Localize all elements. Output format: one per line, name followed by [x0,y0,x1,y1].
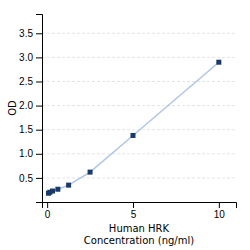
y-tick-mark [36,178,42,179]
x-axis-title: Human HRKConcentration (ng/ml) [84,223,194,246]
x-tick-label: 5 [131,209,137,220]
marker [216,60,221,65]
y-tick-mark [36,106,42,107]
grid-line [42,33,236,34]
y-axis-title: OD [7,100,18,116]
marker [88,170,93,175]
marker [130,133,135,138]
y-tick-label: 0.5 [19,173,33,184]
chart: 0 5 10 0.5 1.0 1.5 2.0 2.5 3.0 3.5 Human HRKConcen… [0,0,250,250]
y-tick-label: 2.0 [19,100,33,111]
y-tick: 1.5 [19,124,42,135]
y-tick-label: 3.5 [19,28,33,39]
x-axis: 0 5 10 [43,202,237,220]
y-tick-mark [36,130,42,131]
x-tick-mark [47,202,48,208]
x-tick-label: 0 [45,209,51,220]
marker [66,183,71,188]
x-tick-mark [133,202,134,208]
x-tick-label: 10 [214,209,226,220]
y-tick: 0.5 [19,173,42,184]
x-tick: 0 [45,202,51,220]
grid-line [42,153,236,154]
y-tick: 3.0 [19,52,42,63]
y-axis: 0.5 1.0 1.5 2.0 2.5 3.0 3.5 [19,15,42,203]
y-tick-mark [36,57,42,58]
x-tick: 10 [214,202,226,220]
line [48,62,218,193]
y-tick-label: 3.0 [19,52,33,63]
y-tick: 2.5 [19,76,42,87]
x-axis-line [43,203,237,209]
marker [55,187,60,192]
y-tick-label: 1.5 [19,124,33,135]
y-tick-mark [36,33,42,34]
plot: 0 5 10 0.5 1.0 1.5 2.0 2.5 3.0 3.5 [19,15,236,221]
grid-line [42,105,236,106]
x-tick-mark [219,202,220,208]
marker [50,189,55,194]
grid-line [42,177,236,178]
y-tick-label: 1.0 [19,148,33,159]
x-tick: 5 [131,202,137,220]
y-tick: 1.0 [19,148,42,159]
grid-line [42,57,236,58]
y-tick-mark [36,154,42,155]
y-tick: 2.0 [19,100,42,111]
grid [42,33,236,178]
y-tick-mark [36,81,42,82]
grid-line [42,81,236,82]
y-tick: 3.5 [19,28,42,39]
marks [46,60,221,196]
y-tick-label: 2.5 [19,76,33,87]
y-axis-line [36,15,43,203]
